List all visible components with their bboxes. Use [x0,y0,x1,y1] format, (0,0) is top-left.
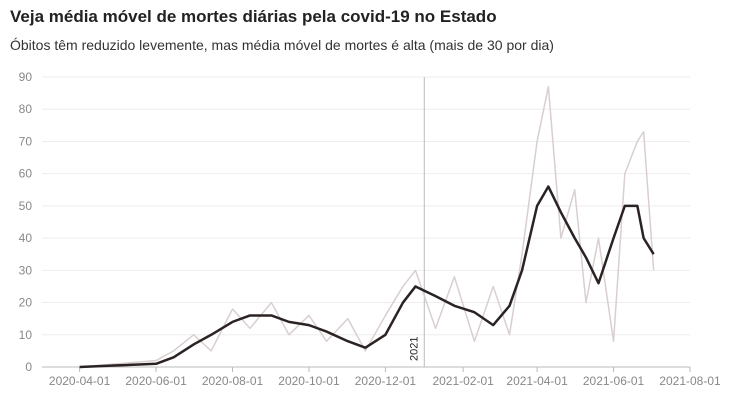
y-tick-label: 0 [25,360,32,374]
x-tick-label: 2021-06-01 [583,374,645,388]
y-tick-label: 20 [19,296,33,310]
series-line [79,185,655,369]
x-tick-label: 2021-04-01 [506,374,568,388]
x-tick-label: 2021-08-01 [659,374,721,388]
x-tick-label: 2020-06-01 [125,374,187,388]
y-tick-label: 30 [19,263,33,277]
y-tick-label: 90 [19,70,33,84]
x-tick-label: 2020-04-01 [49,374,111,388]
y-tick-label: 70 [19,134,33,148]
y-tick-label: 60 [19,167,33,181]
x-tick-label: 2020-08-01 [202,374,264,388]
y-tick-label: 50 [19,199,33,213]
year-label: 2021 [408,337,420,361]
y-tick-label: 80 [19,102,33,116]
x-tick-label: 2020-10-01 [278,374,340,388]
chart-subtitle: Óbitos têm reduzido levemente, mas média… [10,37,554,53]
y-tick-label: 10 [19,328,33,342]
x-tick-label: 2021-02-01 [432,374,494,388]
chart-title: Veja média móvel de mortes diárias pela … [10,7,497,26]
y-tick-label: 40 [19,231,33,245]
x-tick-label: 2020-12-01 [355,374,417,388]
